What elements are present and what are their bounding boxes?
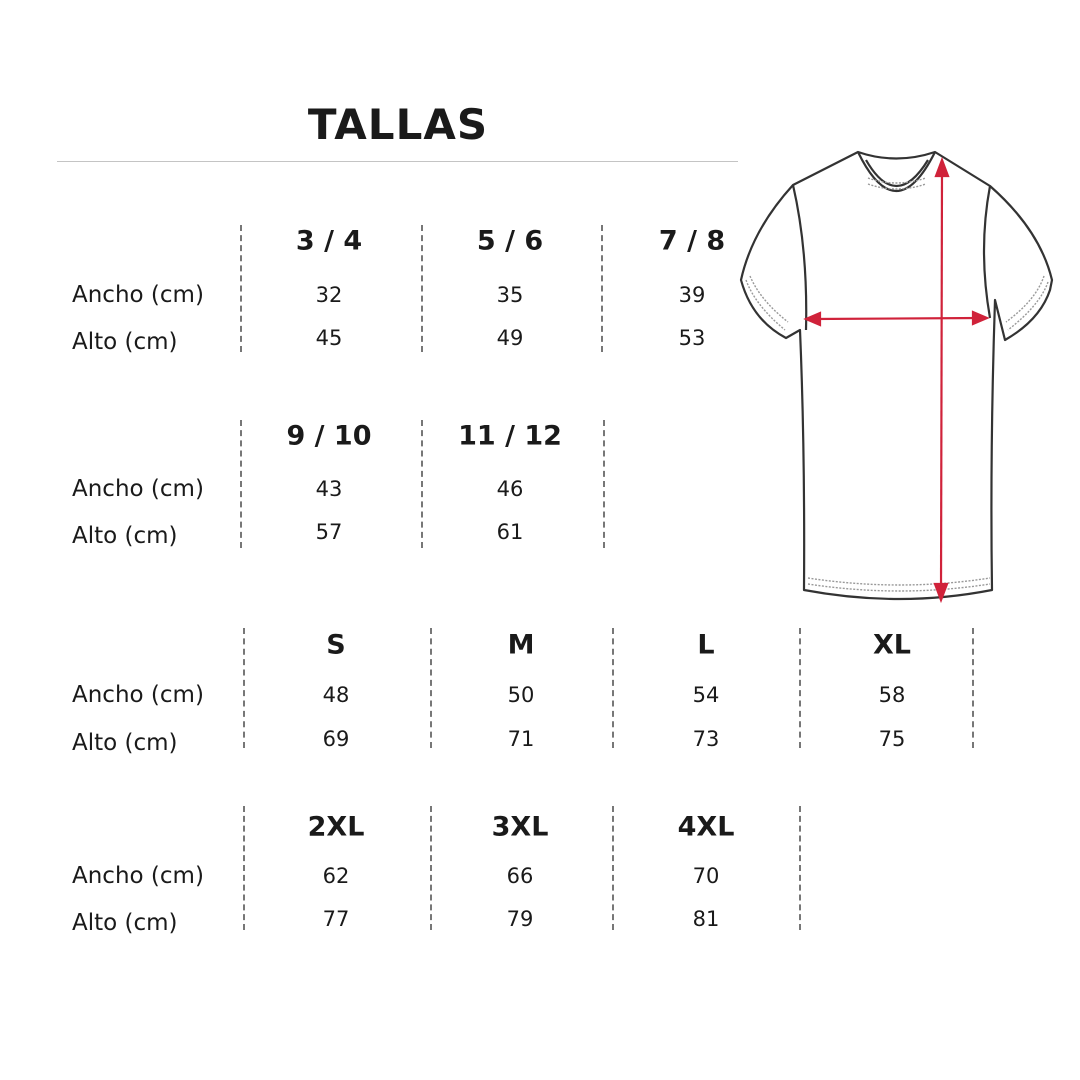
tshirt-measurement-icon [739, 150, 1054, 604]
row-label-ancho: Ancho (cm) [72, 476, 204, 502]
size-header: XL [872, 629, 912, 661]
row-label-alto: Alto (cm) [72, 730, 178, 756]
column-divider [240, 420, 242, 548]
size-header: 2XL [307, 811, 365, 843]
alto-value: 71 [507, 727, 535, 751]
ancho-value: 54 [692, 683, 720, 707]
size-header: 3XL [491, 811, 549, 843]
size-header: 4XL [677, 811, 735, 843]
size-header: 7 / 8 [658, 225, 726, 257]
row-label-ancho: Ancho (cm) [72, 863, 204, 889]
ancho-value: 58 [878, 683, 906, 707]
column-divider [799, 806, 801, 930]
ancho-value: 32 [315, 283, 343, 307]
alto-value: 77 [322, 907, 350, 931]
column-divider [243, 628, 245, 748]
size-header: L [697, 629, 715, 661]
column-divider [421, 420, 423, 548]
column-divider [603, 420, 605, 548]
row-label-ancho: Ancho (cm) [72, 282, 204, 308]
size-header: 11 / 12 [458, 420, 562, 452]
ancho-value: 62 [322, 864, 350, 888]
column-divider [421, 225, 423, 352]
title-divider [57, 161, 738, 162]
ancho-value: 50 [507, 683, 535, 707]
ancho-value: 46 [496, 477, 524, 501]
column-divider [601, 225, 603, 352]
ancho-value: 70 [692, 864, 720, 888]
row-label-alto: Alto (cm) [72, 910, 178, 936]
alto-value: 61 [496, 520, 524, 544]
alto-value: 53 [678, 326, 706, 350]
alto-value: 73 [692, 727, 720, 751]
column-divider [430, 806, 432, 930]
column-divider [612, 806, 614, 930]
size-header: S [326, 629, 346, 661]
column-divider [612, 628, 614, 748]
column-divider [799, 628, 801, 748]
alto-value: 69 [322, 727, 350, 751]
alto-value: 75 [878, 727, 906, 751]
size-header: 3 / 4 [295, 225, 363, 257]
column-divider [972, 628, 974, 748]
alto-value: 57 [315, 520, 343, 544]
size-header: M [507, 629, 535, 661]
row-label-alto: Alto (cm) [72, 329, 178, 355]
ancho-value: 66 [506, 864, 534, 888]
alto-value: 49 [496, 326, 524, 350]
page-title: TALLAS [307, 100, 489, 149]
column-divider [243, 806, 245, 930]
ancho-value: 43 [315, 477, 343, 501]
ancho-value: 39 [678, 283, 706, 307]
alto-value: 45 [315, 326, 343, 350]
alto-value: 79 [506, 907, 534, 931]
alto-value: 81 [692, 907, 720, 931]
column-divider [430, 628, 432, 748]
size-header: 5 / 6 [476, 225, 544, 257]
ancho-value: 48 [322, 683, 350, 707]
row-label-ancho: Ancho (cm) [72, 682, 204, 708]
ancho-value: 35 [496, 283, 524, 307]
column-divider [240, 225, 242, 352]
size-header: 9 / 10 [286, 420, 372, 452]
row-label-alto: Alto (cm) [72, 523, 178, 549]
